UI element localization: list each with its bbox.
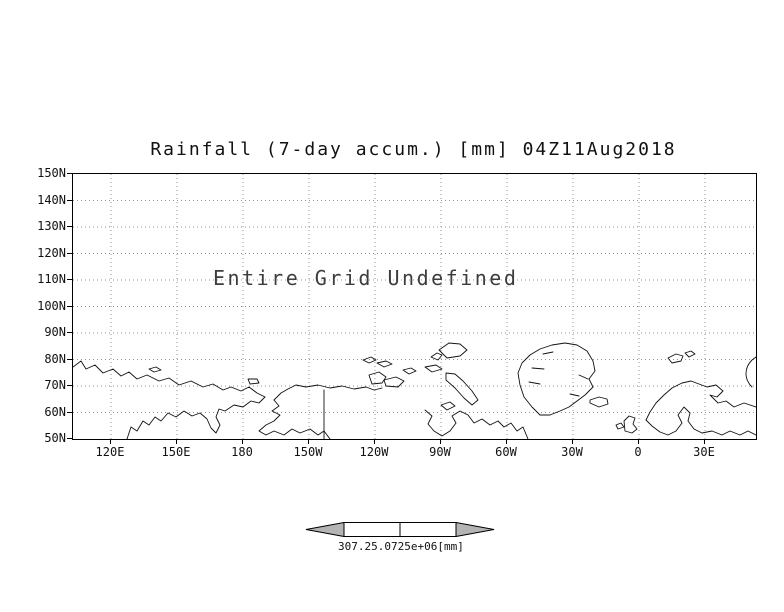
y-tick-label: 70N [44,378,66,392]
y-tick [67,252,72,254]
coast-prince-patrick-island [362,356,377,364]
x-tick [110,439,111,444]
coast-axel-heiberg-island [430,352,443,361]
y-tick [67,305,72,307]
colorbar-cell-2 [399,522,457,537]
y-tick-label: 110N [37,272,66,286]
y-tick [67,411,72,413]
x-tick [704,439,705,444]
y-tick-label: 90N [44,325,66,339]
y-tick [67,226,72,227]
y-tick [67,279,72,280]
x-tick-label: 0 [634,445,642,459]
x-tick [572,439,573,444]
coast-alaska-south [258,399,331,439]
colorbar-labels: 307.25.0725e+06[mm] [338,540,464,553]
greenland-fjords [528,351,589,397]
x-tick-label: 120W [359,445,389,459]
coast-siberia-north [73,360,266,398]
coast-siberia-south [126,396,266,439]
x-tick-label: 150E [161,445,191,459]
x-tick [506,439,507,444]
y-tick [67,173,72,174]
y-tick-label: 130N [37,219,66,233]
coastline-map [73,342,756,439]
x-tick-label: 30W [561,445,583,459]
coast-ellesmere-island [438,342,468,359]
coast-baltic [645,406,756,436]
coast-banks-island [368,371,387,385]
y-tick [67,385,72,386]
colorbar-tick-label: 5.0725e+06 [371,540,438,553]
y-tick-label: 80N [44,351,66,366]
x-tick [176,439,177,444]
undefined-annotation: Entire Grid Undefined [213,266,519,290]
y-tick-label: 140N [37,192,66,207]
coast-iceland [589,396,609,408]
colorbar-right-arrow [455,521,495,538]
y-tick [67,332,72,333]
coast-alaska-north [273,384,383,401]
y-tick-label: 100N [37,298,66,313]
x-tick-label: 60W [495,445,517,459]
coast-ireland [615,422,625,430]
coast-scandinavia-north [645,380,756,421]
colorbar-tick-label: 307.2 [338,540,372,553]
y-tick [67,199,72,201]
coast-baffin-island [445,372,479,406]
y-tick-label: 120N [37,245,66,260]
colorbar-cell-1 [343,522,401,537]
coast-new-siberian-islands [148,366,162,373]
coast-somerset-island [402,367,417,375]
gridlines [73,174,756,439]
x-tick [308,439,309,444]
coast-hudson-bay-labrador [424,409,529,439]
coast-novaya-zemlya [745,356,756,388]
y-tick-label: 150N [37,166,66,180]
colorbar-left-arrow [305,521,345,538]
x-tick-label: 120E [95,445,125,459]
plot-area: Entire Grid Undefined [72,173,757,440]
x-tick-label: 30E [693,445,715,459]
x-tick [440,439,441,444]
x-tick [638,439,639,444]
coast-greenland [517,342,596,416]
coast-wrangel-island [247,378,260,385]
coast-melville-island [376,360,393,368]
coast-victoria-island [383,376,405,388]
coast-devon-island [424,364,443,373]
x-tick-label: 90W [429,445,451,459]
y-tick-label: 60N [44,404,66,419]
colorbar: 307.25.0725e+06[mm] [305,521,495,553]
x-tick-label: 180 [231,445,253,459]
x-tick-label: 150W [293,445,323,459]
x-tick [242,439,243,444]
coast-svalbard [667,350,696,364]
colorbar-unit-label: [mm] [437,540,464,553]
y-tick [67,358,72,360]
y-tick-label: 50N [44,431,66,445]
coast-southampton-island [440,401,456,411]
colorbar-shape [305,521,495,538]
coast-britain [623,415,638,434]
x-tick [374,439,375,444]
y-tick [67,438,72,439]
chart-title: Rainfall (7-day accum.) [mm] 04Z11Aug201… [150,139,677,160]
